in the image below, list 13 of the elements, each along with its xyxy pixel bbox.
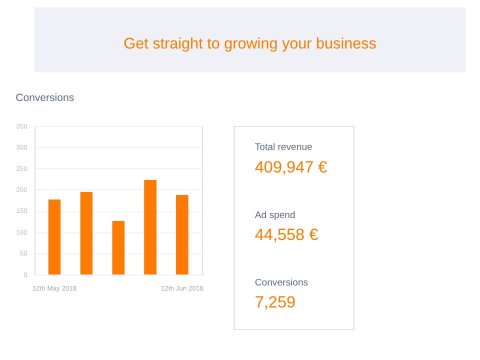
text: 7,259 — [254, 294, 296, 312]
bar — [176, 194, 188, 274]
text: Total revenue — [254, 142, 312, 154]
text: 44,558 € — [254, 226, 318, 244]
chart-title: Conversions — [16, 92, 74, 104]
text: 409,947 € — [254, 158, 328, 176]
text: Conversions — [254, 278, 308, 289]
bar — [80, 192, 93, 274]
text: Get straight to growing your business — [124, 35, 377, 52]
bar — [144, 180, 156, 274]
bar — [112, 221, 125, 274]
text: Ad spend — [254, 210, 296, 221]
bar — [48, 199, 61, 274]
